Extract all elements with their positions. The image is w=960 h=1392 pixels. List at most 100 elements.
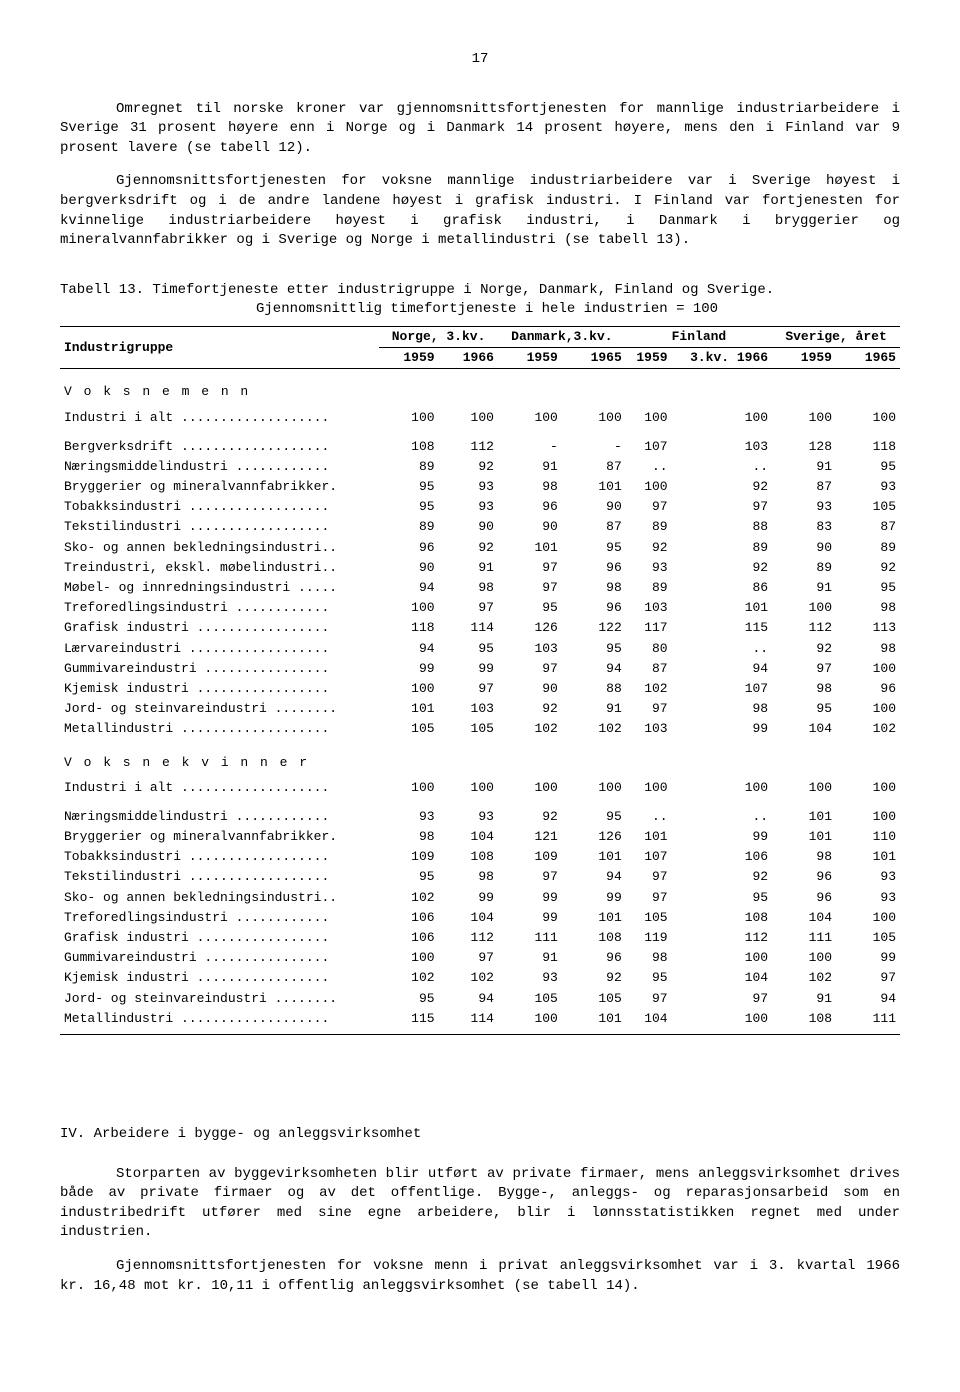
table-row: Sko- og annen bekledningsindustri..96921… xyxy=(60,538,900,558)
cell: 96 xyxy=(498,497,562,517)
cell: 100 xyxy=(836,408,900,428)
cell: 105 xyxy=(498,989,562,1009)
row-label: Jord- og steinvareindustri ........ xyxy=(60,989,379,1009)
table-row: Møbel- og innredningsindustri .....94989… xyxy=(60,578,900,598)
cell: 122 xyxy=(562,618,626,638)
table-row: Jord- og steinvareindustri ........95941… xyxy=(60,989,900,1009)
cell: 101 xyxy=(672,598,773,618)
cell: 108 xyxy=(439,847,498,867)
cell: 80 xyxy=(626,639,672,659)
paragraph-4: Gjennomsnittsfortjenesten for voksne men… xyxy=(60,1257,900,1296)
cell: 87 xyxy=(562,457,626,477)
cell: 92 xyxy=(498,798,562,827)
cell: 95 xyxy=(836,578,900,598)
cell: 92 xyxy=(836,558,900,578)
cell: 101 xyxy=(562,1009,626,1035)
cell: 83 xyxy=(772,517,836,537)
cell: 102 xyxy=(439,968,498,988)
cell: 97 xyxy=(498,558,562,578)
cell: 93 xyxy=(836,477,900,497)
cell: 109 xyxy=(379,847,438,867)
cell: 102 xyxy=(379,888,438,908)
row-label: Tobakksindustri .................. xyxy=(60,497,379,517)
cell: 100 xyxy=(772,598,836,618)
cell: 99 xyxy=(498,888,562,908)
cell: 96 xyxy=(836,679,900,699)
cell: 92 xyxy=(562,968,626,988)
cell: 97 xyxy=(498,659,562,679)
section-heading: V o k s n e k v i n n e r xyxy=(60,740,900,778)
cell: 98 xyxy=(672,699,773,719)
cell: 97 xyxy=(626,867,672,887)
cell: 102 xyxy=(626,679,672,699)
cell: 100 xyxy=(672,778,773,798)
table-row: Tobakksindustri ..................109108… xyxy=(60,847,900,867)
cell: 92 xyxy=(772,639,836,659)
table-title-line1: Tabell 13. Timefortjeneste etter industr… xyxy=(60,282,774,298)
table-row: Kjemisk industri .................100979… xyxy=(60,679,900,699)
paragraph-1: Omregnet til norske kroner var gjennomsn… xyxy=(60,100,900,159)
cell: 104 xyxy=(772,719,836,739)
cell: 100 xyxy=(498,408,562,428)
paragraph-3: Storparten av byggevirksomheten blir utf… xyxy=(60,1165,900,1243)
cell: 103 xyxy=(672,428,773,457)
cell: 95 xyxy=(626,968,672,988)
cell: 94 xyxy=(562,659,626,679)
table-row: Treforedlingsindustri ............106104… xyxy=(60,908,900,928)
cell: 91 xyxy=(562,699,626,719)
year: 1966 xyxy=(439,348,498,369)
cell: 89 xyxy=(379,517,438,537)
cell: 93 xyxy=(439,497,498,517)
cell: 100 xyxy=(672,408,773,428)
cell: 105 xyxy=(836,928,900,948)
table-title-line2: Gjennomsnittlig timefortjeneste i hele i… xyxy=(158,301,718,317)
cell: 98 xyxy=(626,948,672,968)
cell: 90 xyxy=(772,538,836,558)
table-row: Grafisk industri .................118114… xyxy=(60,618,900,638)
cell: 100 xyxy=(498,778,562,798)
col-finland: Finland xyxy=(626,326,772,347)
col-danmark: Danmark,3.kv. xyxy=(498,326,626,347)
cell: 97 xyxy=(672,989,773,1009)
cell: 98 xyxy=(772,679,836,699)
row-label: Sko- og annen bekledningsindustri.. xyxy=(60,888,379,908)
cell: 126 xyxy=(498,618,562,638)
year: 1965 xyxy=(562,348,626,369)
cell: .. xyxy=(672,457,773,477)
cell: 94 xyxy=(439,989,498,1009)
cell: 103 xyxy=(439,699,498,719)
table-row: Sko- og annen bekledningsindustri..102 99… xyxy=(60,888,900,908)
cell: 87 xyxy=(562,517,626,537)
cell: 91 xyxy=(772,989,836,1009)
row-label: Gummivareindustri ................ xyxy=(60,659,379,679)
table-row: Tobakksindustri ..................959396… xyxy=(60,497,900,517)
cell: 97 xyxy=(626,497,672,517)
cell: - xyxy=(562,428,626,457)
cell: 100 xyxy=(672,948,773,968)
cell: 92 xyxy=(672,558,773,578)
cell: 105 xyxy=(836,497,900,517)
table-row: Metallindustri ...................115114… xyxy=(60,1009,900,1035)
row-label: Treforedlingsindustri ............ xyxy=(60,908,379,928)
cell: 105 xyxy=(562,989,626,1009)
section-heading: V o k s n e m e n n xyxy=(60,369,900,408)
cell: 89 xyxy=(672,538,773,558)
cell: 97 xyxy=(626,989,672,1009)
cell: 95 xyxy=(379,477,438,497)
cell: 111 xyxy=(772,928,836,948)
cell: 97 xyxy=(626,699,672,719)
cell: 103 xyxy=(626,598,672,618)
row-label: Jord- og steinvareindustri ........ xyxy=(60,699,379,719)
cell: 100 xyxy=(562,408,626,428)
cell: 100 xyxy=(836,699,900,719)
cell: 89 xyxy=(626,517,672,537)
table-row: Lærvareindustri ..................949510… xyxy=(60,639,900,659)
cell: 93 xyxy=(439,798,498,827)
cell: 113 xyxy=(836,618,900,638)
table-row: Metallindustri ...................105105… xyxy=(60,719,900,739)
cell: 97 xyxy=(772,659,836,679)
cell: 93 xyxy=(772,497,836,517)
cell: 88 xyxy=(562,679,626,699)
cell: 95 xyxy=(439,639,498,659)
cell: 102 xyxy=(379,968,438,988)
